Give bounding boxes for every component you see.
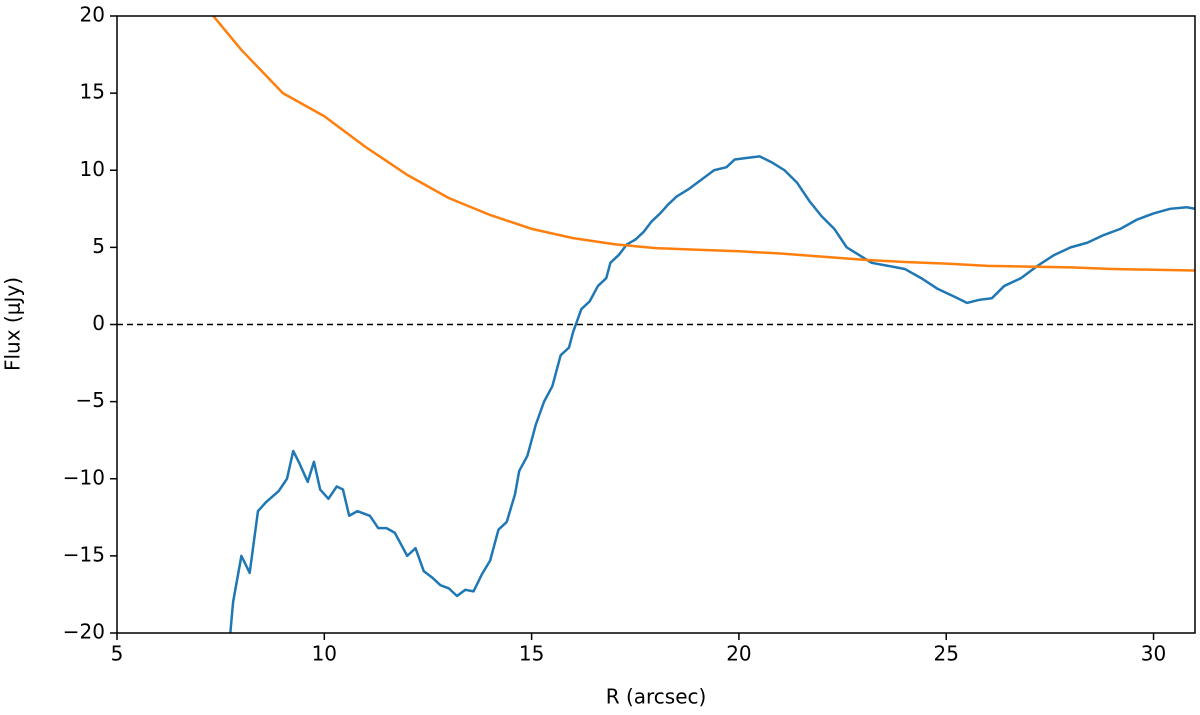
y-tick-label: 0: [92, 311, 105, 335]
y-tick-label: −5: [76, 388, 105, 412]
y-axis-label: Flux (μJy): [1, 277, 25, 371]
x-tick-label: 30: [1141, 642, 1166, 666]
x-tick-label: 20: [726, 642, 751, 666]
x-tick-label: 5: [111, 642, 124, 666]
data-line: [229, 155, 1195, 633]
y-tick-label: 5: [92, 234, 105, 258]
y-tick-label: 15: [80, 80, 105, 104]
data-line: [211, 16, 1195, 272]
y-tick-label: −10: [63, 465, 105, 489]
x-tick-label: 15: [519, 642, 544, 666]
plot-frame: [116, 15, 1196, 634]
x-tick-label: 25: [934, 642, 959, 666]
x-axis-label: R (arcsec): [606, 685, 707, 709]
y-tick-label: −15: [63, 542, 105, 566]
y-tick-label: 20: [80, 3, 105, 27]
y-tick-label: 10: [80, 157, 105, 181]
y-tick-label: −20: [63, 620, 105, 644]
x-tick-label: 10: [312, 642, 337, 666]
